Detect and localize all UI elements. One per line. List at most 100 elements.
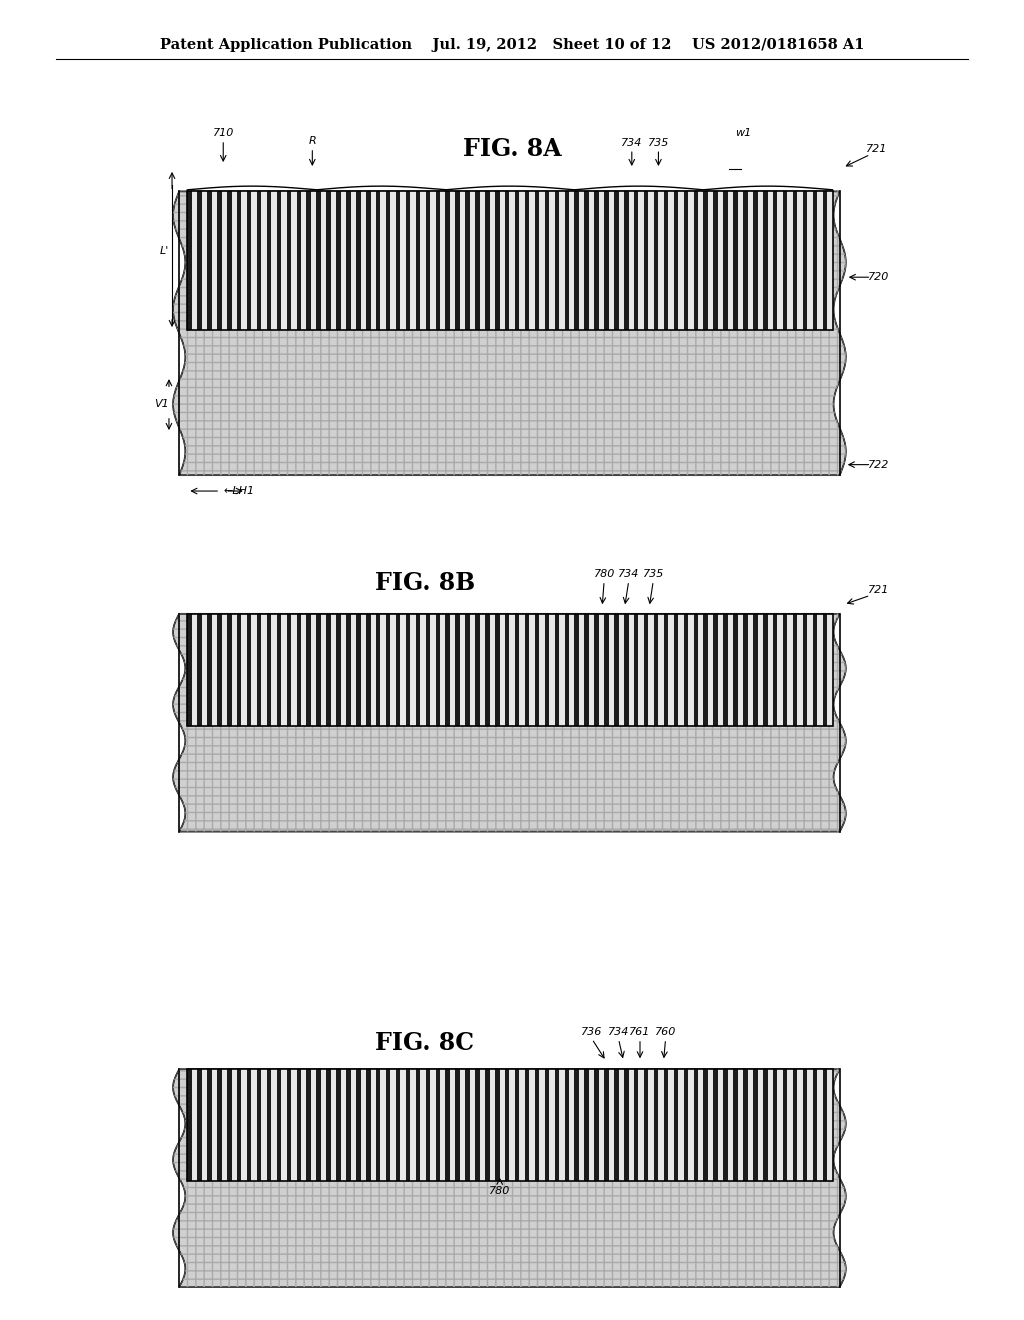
- Bar: [733, 614, 737, 726]
- Bar: [267, 191, 271, 330]
- Bar: [763, 614, 768, 726]
- Bar: [276, 614, 282, 726]
- Bar: [426, 1069, 430, 1181]
- Bar: [693, 614, 698, 726]
- Bar: [465, 191, 470, 330]
- Bar: [693, 191, 698, 330]
- Bar: [654, 1069, 658, 1181]
- Bar: [803, 191, 807, 330]
- Bar: [187, 191, 833, 330]
- Bar: [396, 1069, 400, 1181]
- Bar: [564, 614, 569, 726]
- Bar: [336, 614, 341, 726]
- Bar: [187, 614, 833, 726]
- Bar: [624, 1069, 629, 1181]
- Bar: [386, 614, 390, 726]
- Bar: [456, 191, 460, 330]
- Polygon shape: [173, 614, 846, 832]
- Bar: [485, 614, 489, 726]
- Bar: [614, 614, 618, 726]
- Bar: [555, 191, 559, 330]
- Bar: [207, 191, 212, 330]
- Bar: [227, 1069, 231, 1181]
- Bar: [714, 191, 718, 330]
- Bar: [456, 614, 460, 726]
- Text: ←LH1: ←LH1: [223, 486, 254, 496]
- Bar: [723, 191, 728, 330]
- Bar: [793, 1069, 798, 1181]
- Bar: [445, 191, 450, 330]
- Bar: [237, 1069, 242, 1181]
- Bar: [187, 191, 833, 330]
- Bar: [594, 1069, 599, 1181]
- Bar: [545, 614, 549, 726]
- Bar: [217, 614, 221, 726]
- Bar: [406, 614, 411, 726]
- Bar: [793, 614, 798, 726]
- Bar: [783, 191, 787, 330]
- Bar: [366, 614, 371, 726]
- Bar: [803, 614, 807, 726]
- Bar: [336, 1069, 341, 1181]
- Text: 734: 734: [622, 137, 642, 148]
- Bar: [416, 614, 420, 726]
- Bar: [217, 191, 221, 330]
- Bar: [257, 1069, 261, 1181]
- Bar: [555, 614, 559, 726]
- Bar: [733, 1069, 737, 1181]
- Bar: [574, 614, 579, 726]
- Bar: [604, 1069, 608, 1181]
- Bar: [187, 191, 191, 330]
- Bar: [406, 1069, 411, 1181]
- Bar: [535, 614, 540, 726]
- Bar: [475, 191, 479, 330]
- Bar: [654, 614, 658, 726]
- Bar: [316, 614, 321, 726]
- Bar: [316, 191, 321, 330]
- Bar: [614, 1069, 618, 1181]
- Bar: [594, 191, 599, 330]
- Bar: [515, 1069, 519, 1181]
- Bar: [366, 191, 371, 330]
- Bar: [604, 614, 608, 726]
- Bar: [743, 614, 748, 726]
- Bar: [495, 614, 500, 726]
- Bar: [664, 614, 669, 726]
- Bar: [495, 191, 500, 330]
- Bar: [475, 1069, 479, 1181]
- Bar: [822, 614, 827, 726]
- Bar: [426, 191, 430, 330]
- Bar: [505, 614, 510, 726]
- Text: 722: 722: [868, 459, 889, 470]
- Text: 735: 735: [648, 137, 669, 148]
- Bar: [585, 1069, 589, 1181]
- Text: w1: w1: [735, 128, 752, 139]
- Bar: [624, 614, 629, 726]
- Bar: [187, 614, 833, 726]
- Bar: [187, 1069, 833, 1181]
- Bar: [386, 191, 390, 330]
- Bar: [187, 1069, 191, 1181]
- Polygon shape: [173, 1069, 846, 1287]
- Bar: [495, 1069, 500, 1181]
- Text: FIG. 8C: FIG. 8C: [376, 1031, 474, 1055]
- Text: 734: 734: [618, 569, 639, 579]
- Bar: [346, 614, 350, 726]
- Bar: [187, 614, 191, 726]
- Bar: [674, 1069, 678, 1181]
- Bar: [187, 1069, 833, 1181]
- Bar: [733, 191, 737, 330]
- Bar: [267, 614, 271, 726]
- Bar: [227, 614, 231, 726]
- Bar: [714, 1069, 718, 1181]
- Bar: [763, 191, 768, 330]
- Bar: [564, 1069, 569, 1181]
- Bar: [763, 1069, 768, 1181]
- Text: 710: 710: [213, 128, 233, 139]
- Bar: [327, 614, 331, 726]
- Bar: [207, 614, 212, 726]
- Bar: [793, 191, 798, 330]
- Bar: [435, 614, 440, 726]
- Bar: [267, 1069, 271, 1181]
- Bar: [257, 191, 261, 330]
